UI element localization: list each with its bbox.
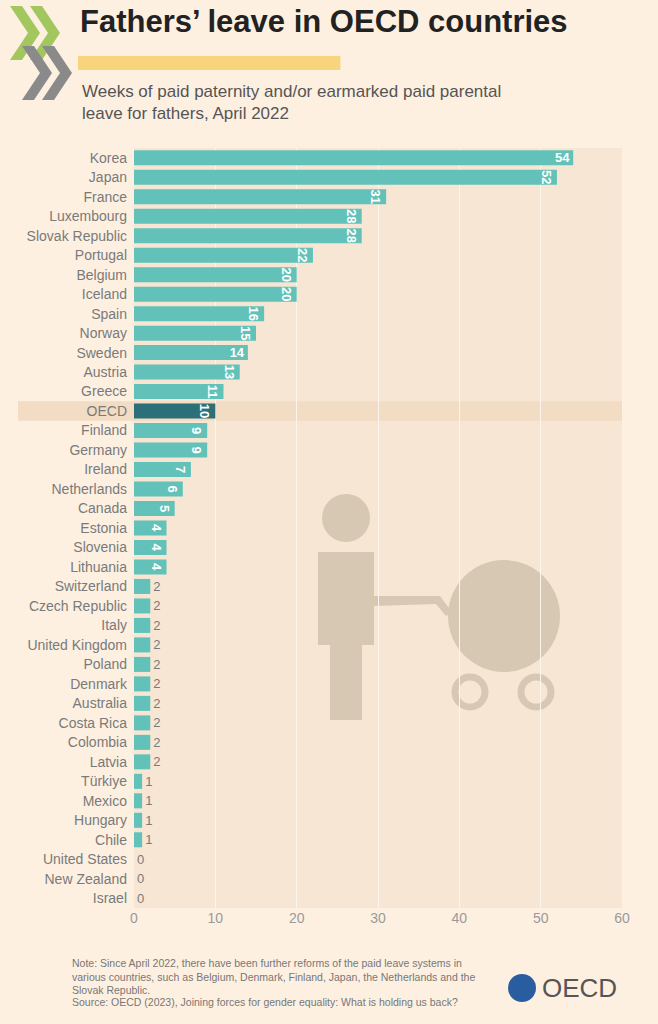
svg-text:2: 2 [153, 696, 160, 711]
svg-text:Italy: Italy [101, 617, 127, 633]
svg-text:Türkiye: Türkiye [81, 773, 127, 789]
svg-text:United Kingdom: United Kingdom [27, 637, 127, 653]
svg-text:Belgium: Belgium [76, 267, 127, 283]
svg-text:OECD: OECD [542, 973, 617, 1003]
svg-text:Source: OECD (2023), Joining f: Source: OECD (2023), Joining forces for … [72, 996, 458, 1008]
svg-text:Japan: Japan [89, 169, 127, 185]
svg-text:11: 11 [205, 385, 220, 399]
svg-text:Austria: Austria [83, 364, 127, 380]
svg-text:Czech Republic: Czech Republic [29, 598, 127, 614]
svg-text:31: 31 [368, 189, 383, 203]
svg-text:14: 14 [230, 345, 245, 360]
svg-text:Switzerland: Switzerland [55, 578, 127, 594]
svg-text:40: 40 [452, 910, 468, 926]
svg-text:Germany: Germany [69, 442, 127, 458]
svg-text:Slovak Republic: Slovak Republic [27, 228, 127, 244]
svg-text:Fathers’ leave in OECD countri: Fathers’ leave in OECD countries [80, 4, 568, 39]
svg-text:4: 4 [149, 543, 164, 551]
svg-text:Chile: Chile [95, 832, 127, 848]
svg-text:20: 20 [289, 910, 305, 926]
svg-text:2: 2 [153, 618, 160, 633]
svg-text:4: 4 [149, 563, 164, 571]
svg-text:Weeks of paid paternity and/or: Weeks of paid paternity and/or earmarked… [82, 82, 501, 123]
svg-text:OECD: OECD [87, 403, 127, 419]
svg-text:54: 54 [555, 150, 570, 165]
svg-text:Hungary: Hungary [74, 812, 127, 828]
svg-text:Spain: Spain [91, 306, 127, 322]
svg-text:Note: Since April 2022, there: Note: Since April 2022, there have been … [72, 957, 475, 996]
svg-text:7: 7 [173, 466, 188, 473]
svg-text:Mexico: Mexico [83, 793, 128, 809]
svg-text:Latvia: Latvia [90, 754, 128, 770]
svg-text:2: 2 [153, 754, 160, 769]
svg-text:30: 30 [370, 910, 386, 926]
svg-text:9: 9 [189, 446, 204, 453]
svg-text:0: 0 [130, 910, 138, 926]
svg-text:2: 2 [153, 637, 160, 652]
svg-text:Australia: Australia [73, 695, 128, 711]
svg-text:Iceland: Iceland [82, 286, 127, 302]
svg-text:1: 1 [145, 793, 152, 808]
svg-text:Israel: Israel [93, 890, 127, 906]
svg-text:13: 13 [222, 365, 237, 379]
svg-text:1: 1 [145, 832, 152, 847]
svg-text:0: 0 [137, 871, 144, 886]
svg-text:Slovenia: Slovenia [73, 539, 127, 555]
svg-text:Denmark: Denmark [70, 676, 128, 692]
svg-text:Ireland: Ireland [84, 461, 127, 477]
svg-text:Norway: Norway [80, 325, 127, 341]
svg-text:Luxembourg: Luxembourg [49, 208, 127, 224]
svg-text:2: 2 [153, 598, 160, 613]
svg-text:Canada: Canada [78, 500, 127, 516]
svg-text:2: 2 [153, 657, 160, 672]
svg-text:16: 16 [246, 306, 261, 320]
svg-text:United States: United States [43, 851, 127, 867]
svg-text:4: 4 [149, 524, 164, 532]
svg-text:Sweden: Sweden [76, 345, 127, 361]
svg-text:Korea: Korea [90, 150, 128, 166]
svg-text:60: 60 [614, 910, 630, 926]
svg-text:1: 1 [145, 813, 152, 828]
svg-text:Netherlands: Netherlands [52, 481, 128, 497]
svg-text:1: 1 [145, 774, 152, 789]
svg-text:Estonia: Estonia [80, 520, 127, 536]
svg-text:Colombia: Colombia [68, 734, 127, 750]
svg-text:2: 2 [153, 715, 160, 730]
svg-text:6: 6 [165, 485, 180, 492]
svg-text:15: 15 [238, 326, 253, 340]
svg-text:Lithuania: Lithuania [70, 559, 127, 575]
svg-text:20: 20 [279, 267, 294, 281]
svg-text:Costa Rica: Costa Rica [59, 715, 128, 731]
svg-text:2: 2 [153, 676, 160, 691]
svg-text:9: 9 [189, 427, 204, 434]
svg-text:28: 28 [344, 209, 359, 223]
svg-text:52: 52 [539, 170, 554, 184]
svg-text:20: 20 [279, 287, 294, 301]
svg-text:0: 0 [137, 891, 144, 906]
svg-text:22: 22 [295, 248, 310, 262]
svg-text:2: 2 [153, 579, 160, 594]
svg-text:10: 10 [208, 910, 224, 926]
svg-text:Poland: Poland [83, 656, 127, 672]
svg-text:50: 50 [533, 910, 549, 926]
svg-text:2: 2 [153, 735, 160, 750]
svg-text:5: 5 [157, 505, 172, 512]
svg-text:New Zealand: New Zealand [45, 871, 128, 887]
svg-text:28: 28 [344, 228, 359, 242]
svg-text:Portugal: Portugal [75, 247, 127, 263]
svg-text:France: France [83, 189, 127, 205]
svg-text:10: 10 [197, 404, 212, 418]
svg-text:Greece: Greece [81, 383, 127, 399]
svg-text:Finland: Finland [81, 422, 127, 438]
svg-text:0: 0 [137, 852, 144, 867]
